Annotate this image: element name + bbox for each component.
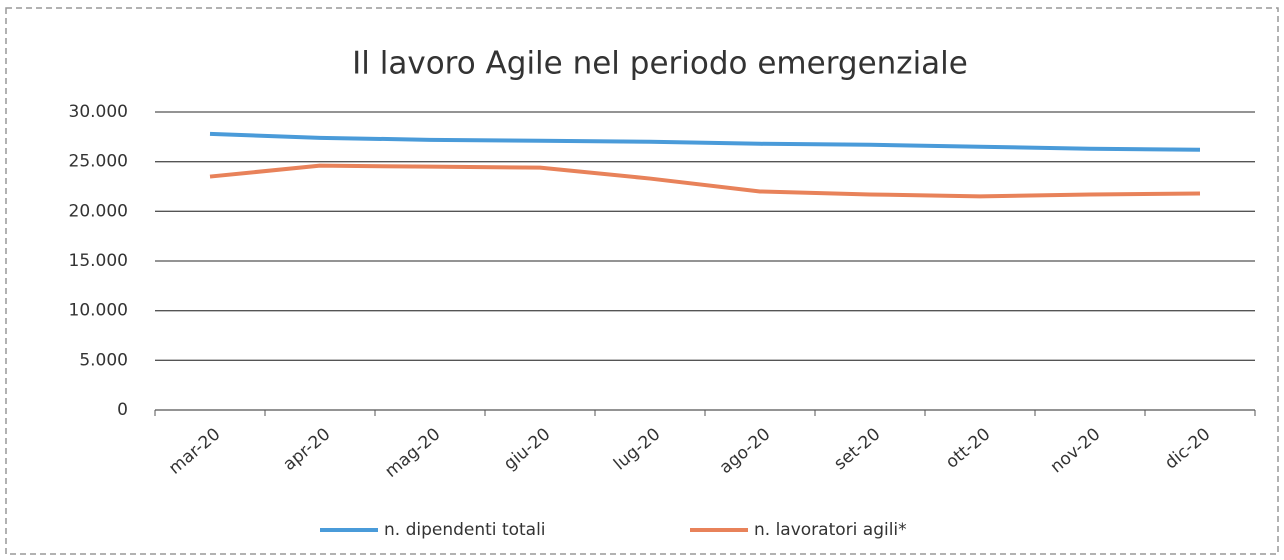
legend-label: n. lavoratori agili* [754, 520, 907, 540]
y-tick-label: 5.000 [79, 350, 128, 370]
y-tick-label: 0 [117, 400, 128, 420]
y-tick-label: 10.000 [69, 301, 128, 321]
y-tick-label: 30.000 [69, 102, 128, 122]
y-tick-label: 20.000 [69, 201, 128, 221]
y-tick-label: 25.000 [69, 152, 128, 172]
chart-title: Il lavoro Agile nel periodo emergenziale [352, 46, 968, 82]
series-line [209, 163, 1201, 199]
legend-label: n. dipendenti totali [384, 520, 546, 540]
chart-border [5, 7, 1279, 555]
y-tick-label: 15.000 [69, 251, 128, 271]
series-line [209, 131, 1201, 152]
